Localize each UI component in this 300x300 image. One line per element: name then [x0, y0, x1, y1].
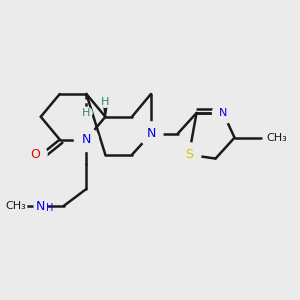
Text: CH₃: CH₃ — [6, 201, 26, 211]
Text: H: H — [82, 108, 91, 118]
Text: O: O — [30, 148, 40, 161]
Circle shape — [212, 102, 234, 124]
Polygon shape — [103, 102, 108, 117]
Text: N: N — [219, 108, 227, 118]
Circle shape — [34, 200, 47, 213]
Circle shape — [81, 107, 92, 119]
Circle shape — [23, 143, 47, 167]
Text: N: N — [36, 200, 46, 212]
Circle shape — [139, 122, 163, 146]
Circle shape — [266, 127, 287, 148]
Text: H: H — [46, 203, 53, 213]
Text: H: H — [101, 97, 110, 106]
Text: S: S — [185, 148, 193, 161]
Text: CH₃: CH₃ — [266, 133, 287, 143]
Text: N: N — [82, 133, 91, 146]
Circle shape — [177, 143, 201, 167]
Circle shape — [100, 96, 111, 107]
Text: N: N — [146, 128, 156, 140]
Circle shape — [74, 128, 98, 152]
Circle shape — [5, 195, 27, 217]
